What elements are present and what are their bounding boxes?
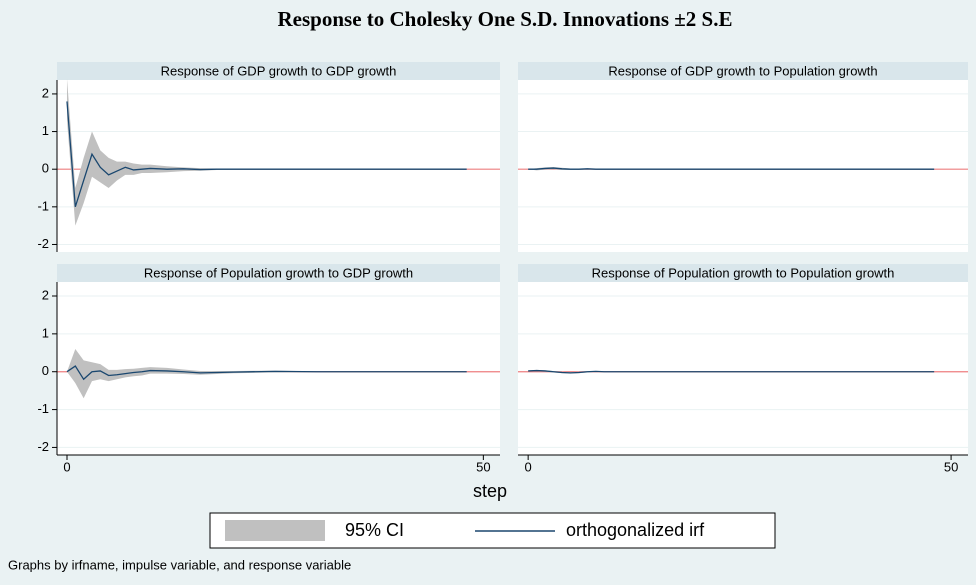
panel-title: Response of Population growth to Populat…	[592, 265, 895, 280]
y-tick-label: -1	[37, 198, 49, 213]
panel-title: Response of GDP growth to GDP growth	[161, 63, 397, 78]
irf-line	[528, 167, 935, 170]
x-tick-label: 50	[476, 459, 490, 474]
plot-area	[518, 282, 968, 455]
irf-line	[528, 369, 935, 374]
plot-area	[57, 282, 500, 455]
note: Graphs by irfname, impulse variable, and…	[8, 557, 351, 572]
legend-swatch	[225, 520, 325, 541]
panel-title: Response of Population growth to GDP gro…	[144, 265, 413, 280]
plot-area	[518, 80, 968, 252]
x-tick-label: 50	[944, 459, 958, 474]
panel-header	[518, 264, 968, 282]
irf-line	[66, 365, 467, 381]
y-tick-label: 2	[42, 85, 49, 100]
x-tick-label: 0	[63, 459, 70, 474]
y-tick-label: -2	[37, 236, 49, 251]
legend-label: orthogonalized irf	[566, 520, 705, 540]
y-tick-label: 1	[42, 325, 49, 340]
panel-header	[518, 62, 968, 80]
x-tick-label: 0	[525, 459, 532, 474]
panel-title: Response of GDP growth to Population gro…	[608, 63, 877, 78]
x-axis-label: step	[473, 481, 507, 501]
ci-band	[66, 349, 467, 399]
y-tick-label: 2	[42, 287, 49, 302]
panel-header	[57, 264, 500, 282]
y-tick-label: -2	[37, 439, 49, 454]
panel-header	[57, 62, 500, 80]
y-tick-label: 0	[42, 161, 49, 176]
chart-title: Response to Cholesky One S.D. Innovation…	[278, 7, 733, 31]
irf-line	[66, 101, 467, 208]
y-tick-label: -1	[37, 401, 49, 416]
y-tick-label: 1	[42, 123, 49, 138]
y-tick-label: 0	[42, 363, 49, 378]
legend-label: 95% CI	[345, 520, 404, 540]
